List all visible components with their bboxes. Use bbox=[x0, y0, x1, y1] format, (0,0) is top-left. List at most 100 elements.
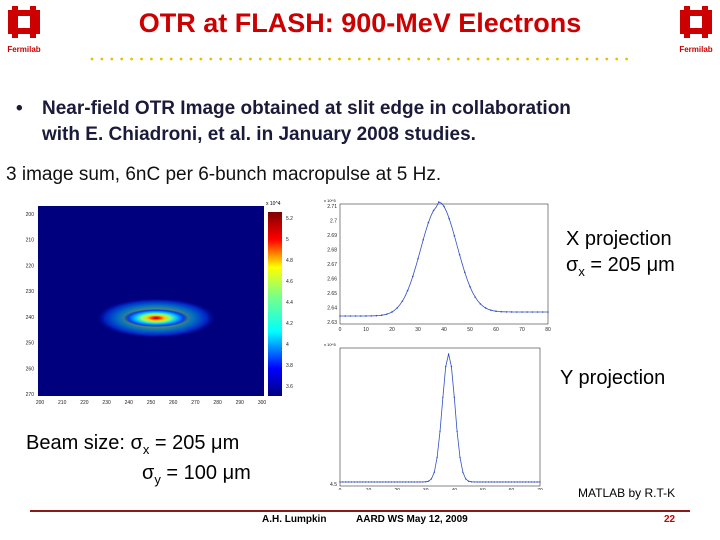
y-projection-point bbox=[536, 481, 538, 483]
bullet-line-2: with E. Chiadroni, et al. in January 200… bbox=[42, 124, 476, 145]
y-projection-point bbox=[405, 481, 407, 483]
x-projection-point bbox=[479, 303, 482, 305]
x-projection-point bbox=[354, 315, 357, 317]
x-projection-point bbox=[396, 307, 398, 309]
x-projection-plot: x 10^5 2.71 2.7 2.69 2.68 2.67 2.66 2.65 2.64 2.… bbox=[320, 196, 552, 340]
x-projection-point bbox=[536, 311, 539, 313]
x-projection-point bbox=[500, 310, 502, 313]
y-projection-point bbox=[465, 478, 467, 480]
y-projection-point bbox=[539, 481, 541, 483]
x-projection-point bbox=[547, 311, 549, 313]
x-projection-point bbox=[360, 315, 362, 317]
image-y-tick: 270 bbox=[26, 392, 35, 398]
y-projection-point bbox=[387, 481, 390, 483]
y-projection-point bbox=[487, 481, 490, 483]
divider-dot bbox=[427, 57, 430, 61]
x-projection-axes bbox=[339, 203, 549, 325]
divider-dot bbox=[367, 57, 371, 61]
y-projection-point bbox=[416, 481, 418, 483]
x-projection-point bbox=[349, 315, 352, 317]
y-projection-point bbox=[470, 481, 473, 483]
fermilab-logo-left: Fermilab bbox=[2, 4, 46, 54]
y-projection-point bbox=[527, 481, 530, 483]
divider-dot bbox=[585, 57, 589, 61]
y-projection-point bbox=[413, 481, 415, 483]
y-projection-point bbox=[507, 481, 510, 483]
page-number: 22 bbox=[664, 514, 676, 525]
divider-dot bbox=[150, 57, 153, 61]
image-x-tick: 260 bbox=[169, 400, 178, 406]
colorbar-tick: 3.6 bbox=[286, 384, 293, 390]
y-projection-point bbox=[362, 481, 364, 483]
fermilab-logo-right: Fermilab bbox=[674, 4, 718, 54]
y-projection-point bbox=[419, 481, 421, 483]
y-projection-y-tick: 4.5 bbox=[330, 482, 337, 488]
y-projection-x-ticks: 0 10 20 30 40 50 60 70 bbox=[339, 488, 543, 494]
image-y-ticks: 200 210 220 230 240 250 260 270 bbox=[26, 212, 35, 398]
divider-dot bbox=[486, 57, 490, 61]
y-projection-points bbox=[339, 353, 541, 483]
y-projection-exponent: x 10^5 bbox=[324, 342, 336, 347]
y-projection-point bbox=[482, 481, 484, 483]
divider-dot bbox=[476, 57, 480, 61]
y-projection-svg: x 10^5 4.5 0 10 20 30 40 50 60 70 bbox=[324, 342, 543, 494]
y-projection-point bbox=[350, 481, 353, 483]
y-projection-point bbox=[359, 481, 361, 483]
beam-size-y: σy = 100 μm bbox=[142, 462, 251, 487]
y-projection-point bbox=[467, 480, 470, 482]
x-projection-y-tick: 2.66 bbox=[327, 277, 337, 283]
x-projection-x-tick: 40 bbox=[441, 327, 447, 333]
y-projection-point bbox=[376, 481, 378, 483]
divider-dot bbox=[130, 57, 133, 61]
divider-dot bbox=[338, 57, 341, 61]
y-projection-point bbox=[367, 481, 370, 483]
y-projection-point bbox=[485, 481, 487, 483]
y-projection-plot: x 10^5 4.5 0 10 20 30 40 50 60 70 bbox=[320, 340, 544, 494]
image-x-ticks: 200 210 220 230 240 250 260 270 280 290 300 bbox=[36, 400, 267, 406]
y-projection-point bbox=[342, 481, 344, 483]
image-x-tick: 240 bbox=[125, 400, 134, 406]
x-projection-point bbox=[438, 201, 440, 203]
y-projection-point bbox=[510, 481, 513, 483]
y-projection-point bbox=[353, 481, 355, 483]
y-projection-point bbox=[393, 481, 395, 483]
fermilab-logo-icon bbox=[680, 6, 712, 38]
divider-dot bbox=[516, 57, 520, 61]
divider-dot bbox=[348, 57, 351, 61]
y-projection-point bbox=[499, 481, 501, 483]
y-projection-label: Y projection bbox=[560, 367, 666, 389]
x-projection-point bbox=[526, 311, 528, 313]
footer-rule bbox=[30, 510, 690, 512]
divider-dot bbox=[506, 57, 510, 61]
x-projection-point bbox=[386, 313, 388, 315]
y-projection-point bbox=[453, 396, 455, 399]
y-projection-point bbox=[447, 353, 450, 355]
y-projection-point bbox=[476, 481, 478, 483]
y-projection-point bbox=[493, 481, 495, 483]
image-y-tick: 250 bbox=[26, 341, 35, 347]
x-projection-point bbox=[464, 271, 466, 274]
divider-dot bbox=[496, 57, 500, 61]
image-y-tick: 240 bbox=[26, 315, 35, 321]
colorbar-tick: 4 bbox=[286, 342, 289, 348]
image-x-tick: 250 bbox=[147, 400, 156, 406]
divider-dot bbox=[407, 57, 411, 61]
bullet-marker: • bbox=[16, 98, 23, 119]
divider-dot bbox=[437, 57, 440, 61]
x-projection-point bbox=[401, 300, 404, 302]
divider-dot bbox=[447, 57, 450, 61]
x-projection-sigma: σx = 205 μm bbox=[566, 254, 675, 279]
x-projection-point bbox=[443, 205, 445, 208]
divider-dot bbox=[328, 57, 331, 61]
x-projection-point bbox=[448, 217, 450, 220]
slide-title: OTR at FLASH: 900-MeV Electrons bbox=[138, 8, 582, 38]
divider-dot bbox=[536, 57, 539, 61]
y-projection-point bbox=[442, 396, 444, 399]
y-projection-point bbox=[379, 481, 381, 483]
y-projection-point bbox=[519, 481, 521, 483]
x-projection-point bbox=[490, 309, 492, 311]
colorbar bbox=[268, 212, 282, 396]
x-projection-point bbox=[391, 311, 393, 313]
x-projection-x-tick: 80 bbox=[545, 327, 551, 333]
y-projection-x-tick: 30 bbox=[423, 488, 429, 490]
